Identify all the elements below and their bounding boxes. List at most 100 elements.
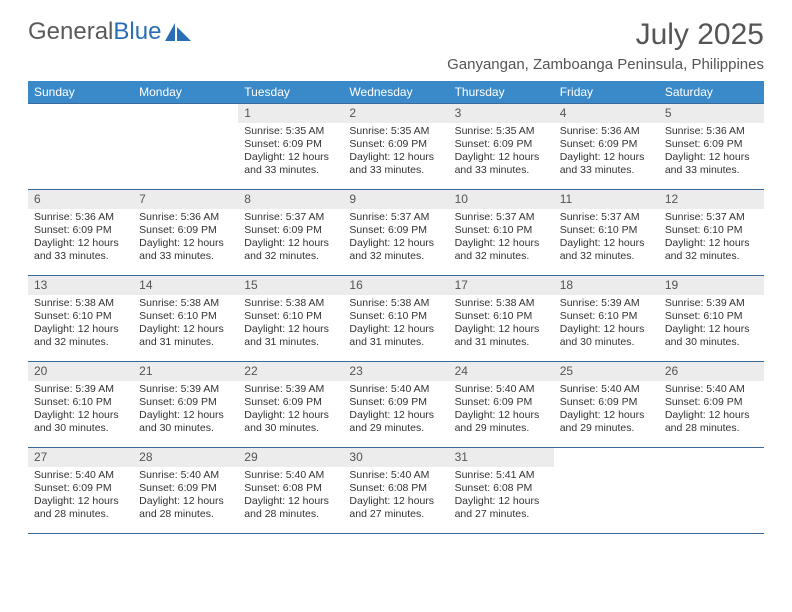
sunrise-line: Sunrise: 5:36 AM xyxy=(665,125,758,138)
daylight-line: Daylight: 12 hours and 31 minutes. xyxy=(455,323,548,349)
calendar-week-row: 6Sunrise: 5:36 AMSunset: 6:09 PMDaylight… xyxy=(28,190,764,276)
day-details: Sunrise: 5:40 AMSunset: 6:09 PMDaylight:… xyxy=(28,467,133,526)
sunrise-line: Sunrise: 5:35 AM xyxy=(244,125,337,138)
sunset-line: Sunset: 6:10 PM xyxy=(34,396,127,409)
day-number: 31 xyxy=(449,448,554,467)
calendar-cell: 12Sunrise: 5:37 AMSunset: 6:10 PMDayligh… xyxy=(659,190,764,276)
calendar-cell: 26Sunrise: 5:40 AMSunset: 6:09 PMDayligh… xyxy=(659,362,764,448)
calendar-week-row: 27Sunrise: 5:40 AMSunset: 6:09 PMDayligh… xyxy=(28,448,764,534)
sunset-line: Sunset: 6:09 PM xyxy=(139,482,232,495)
daylight-line: Daylight: 12 hours and 30 minutes. xyxy=(139,409,232,435)
weekday-header: Thursday xyxy=(449,81,554,104)
sunset-line: Sunset: 6:09 PM xyxy=(349,138,442,151)
sunset-line: Sunset: 6:09 PM xyxy=(244,138,337,151)
sunrise-line: Sunrise: 5:40 AM xyxy=(34,469,127,482)
calendar-week-row: 1Sunrise: 5:35 AMSunset: 6:09 PMDaylight… xyxy=(28,104,764,190)
sunrise-line: Sunrise: 5:40 AM xyxy=(560,383,653,396)
sunrise-line: Sunrise: 5:39 AM xyxy=(244,383,337,396)
day-number: 9 xyxy=(343,190,448,209)
calendar-cell: 11Sunrise: 5:37 AMSunset: 6:10 PMDayligh… xyxy=(554,190,659,276)
day-details: Sunrise: 5:35 AMSunset: 6:09 PMDaylight:… xyxy=(238,123,343,182)
day-number: 10 xyxy=(449,190,554,209)
sunset-line: Sunset: 6:09 PM xyxy=(34,224,127,237)
day-details: Sunrise: 5:37 AMSunset: 6:10 PMDaylight:… xyxy=(554,209,659,268)
day-number: 12 xyxy=(659,190,764,209)
sunrise-line: Sunrise: 5:37 AM xyxy=(455,211,548,224)
daylight-line: Daylight: 12 hours and 33 minutes. xyxy=(665,151,758,177)
logo: GeneralBlue xyxy=(28,18,191,46)
day-number: 18 xyxy=(554,276,659,295)
sunset-line: Sunset: 6:10 PM xyxy=(560,310,653,323)
daylight-line: Daylight: 12 hours and 31 minutes. xyxy=(244,323,337,349)
sunset-line: Sunset: 6:09 PM xyxy=(349,396,442,409)
sunset-line: Sunset: 6:08 PM xyxy=(455,482,548,495)
day-number: 29 xyxy=(238,448,343,467)
calendar-cell: 18Sunrise: 5:39 AMSunset: 6:10 PMDayligh… xyxy=(554,276,659,362)
calendar-cell: 27Sunrise: 5:40 AMSunset: 6:09 PMDayligh… xyxy=(28,448,133,534)
calendar-cell xyxy=(133,104,238,190)
sunrise-line: Sunrise: 5:39 AM xyxy=(139,383,232,396)
day-number: 27 xyxy=(28,448,133,467)
calendar-cell: 25Sunrise: 5:40 AMSunset: 6:09 PMDayligh… xyxy=(554,362,659,448)
day-details: Sunrise: 5:36 AMSunset: 6:09 PMDaylight:… xyxy=(133,209,238,268)
day-details: Sunrise: 5:38 AMSunset: 6:10 PMDaylight:… xyxy=(28,295,133,354)
sunset-line: Sunset: 6:10 PM xyxy=(665,310,758,323)
day-number: 16 xyxy=(343,276,448,295)
day-details: Sunrise: 5:40 AMSunset: 6:09 PMDaylight:… xyxy=(449,381,554,440)
daylight-line: Daylight: 12 hours and 30 minutes. xyxy=(34,409,127,435)
sunrise-line: Sunrise: 5:40 AM xyxy=(455,383,548,396)
sunset-line: Sunset: 6:09 PM xyxy=(244,396,337,409)
day-number: 8 xyxy=(238,190,343,209)
daylight-line: Daylight: 12 hours and 28 minutes. xyxy=(665,409,758,435)
day-details: Sunrise: 5:36 AMSunset: 6:09 PMDaylight:… xyxy=(28,209,133,268)
day-number: 26 xyxy=(659,362,764,381)
daylight-line: Daylight: 12 hours and 33 minutes. xyxy=(34,237,127,263)
day-number: 24 xyxy=(449,362,554,381)
daylight-line: Daylight: 12 hours and 32 minutes. xyxy=(665,237,758,263)
calendar-cell: 8Sunrise: 5:37 AMSunset: 6:09 PMDaylight… xyxy=(238,190,343,276)
day-details: Sunrise: 5:39 AMSunset: 6:10 PMDaylight:… xyxy=(28,381,133,440)
calendar-cell: 28Sunrise: 5:40 AMSunset: 6:09 PMDayligh… xyxy=(133,448,238,534)
calendar-cell xyxy=(554,448,659,534)
sunrise-line: Sunrise: 5:39 AM xyxy=(34,383,127,396)
daylight-line: Daylight: 12 hours and 30 minutes. xyxy=(560,323,653,349)
calendar-cell: 22Sunrise: 5:39 AMSunset: 6:09 PMDayligh… xyxy=(238,362,343,448)
day-number: 1 xyxy=(238,104,343,123)
sunset-line: Sunset: 6:09 PM xyxy=(560,396,653,409)
sunset-line: Sunset: 6:10 PM xyxy=(349,310,442,323)
daylight-line: Daylight: 12 hours and 32 minutes. xyxy=(244,237,337,263)
weekday-header: Saturday xyxy=(659,81,764,104)
sunset-line: Sunset: 6:09 PM xyxy=(244,224,337,237)
calendar-cell: 1Sunrise: 5:35 AMSunset: 6:09 PMDaylight… xyxy=(238,104,343,190)
day-details: Sunrise: 5:39 AMSunset: 6:09 PMDaylight:… xyxy=(133,381,238,440)
calendar-table: SundayMondayTuesdayWednesdayThursdayFrid… xyxy=(28,81,764,534)
day-number: 23 xyxy=(343,362,448,381)
day-details: Sunrise: 5:38 AMSunset: 6:10 PMDaylight:… xyxy=(133,295,238,354)
daylight-line: Daylight: 12 hours and 29 minutes. xyxy=(560,409,653,435)
month-title: July 2025 xyxy=(447,18,764,52)
calendar-cell: 24Sunrise: 5:40 AMSunset: 6:09 PMDayligh… xyxy=(449,362,554,448)
calendar-cell: 13Sunrise: 5:38 AMSunset: 6:10 PMDayligh… xyxy=(28,276,133,362)
day-details: Sunrise: 5:36 AMSunset: 6:09 PMDaylight:… xyxy=(554,123,659,182)
daylight-line: Daylight: 12 hours and 33 minutes. xyxy=(349,151,442,177)
calendar-cell: 2Sunrise: 5:35 AMSunset: 6:09 PMDaylight… xyxy=(343,104,448,190)
daylight-line: Daylight: 12 hours and 29 minutes. xyxy=(455,409,548,435)
sunrise-line: Sunrise: 5:36 AM xyxy=(34,211,127,224)
sunset-line: Sunset: 6:09 PM xyxy=(139,224,232,237)
calendar-cell: 5Sunrise: 5:36 AMSunset: 6:09 PMDaylight… xyxy=(659,104,764,190)
calendar-cell: 31Sunrise: 5:41 AMSunset: 6:08 PMDayligh… xyxy=(449,448,554,534)
day-details: Sunrise: 5:37 AMSunset: 6:09 PMDaylight:… xyxy=(343,209,448,268)
sunrise-line: Sunrise: 5:38 AM xyxy=(455,297,548,310)
sunrise-line: Sunrise: 5:40 AM xyxy=(139,469,232,482)
calendar-cell: 30Sunrise: 5:40 AMSunset: 6:08 PMDayligh… xyxy=(343,448,448,534)
daylight-line: Daylight: 12 hours and 30 minutes. xyxy=(665,323,758,349)
sunrise-line: Sunrise: 5:36 AM xyxy=(560,125,653,138)
calendar-cell: 7Sunrise: 5:36 AMSunset: 6:09 PMDaylight… xyxy=(133,190,238,276)
day-number: 21 xyxy=(133,362,238,381)
day-number: 15 xyxy=(238,276,343,295)
weekday-header: Tuesday xyxy=(238,81,343,104)
sunset-line: Sunset: 6:10 PM xyxy=(455,310,548,323)
day-number: 17 xyxy=(449,276,554,295)
calendar-cell: 16Sunrise: 5:38 AMSunset: 6:10 PMDayligh… xyxy=(343,276,448,362)
daylight-line: Daylight: 12 hours and 33 minutes. xyxy=(455,151,548,177)
